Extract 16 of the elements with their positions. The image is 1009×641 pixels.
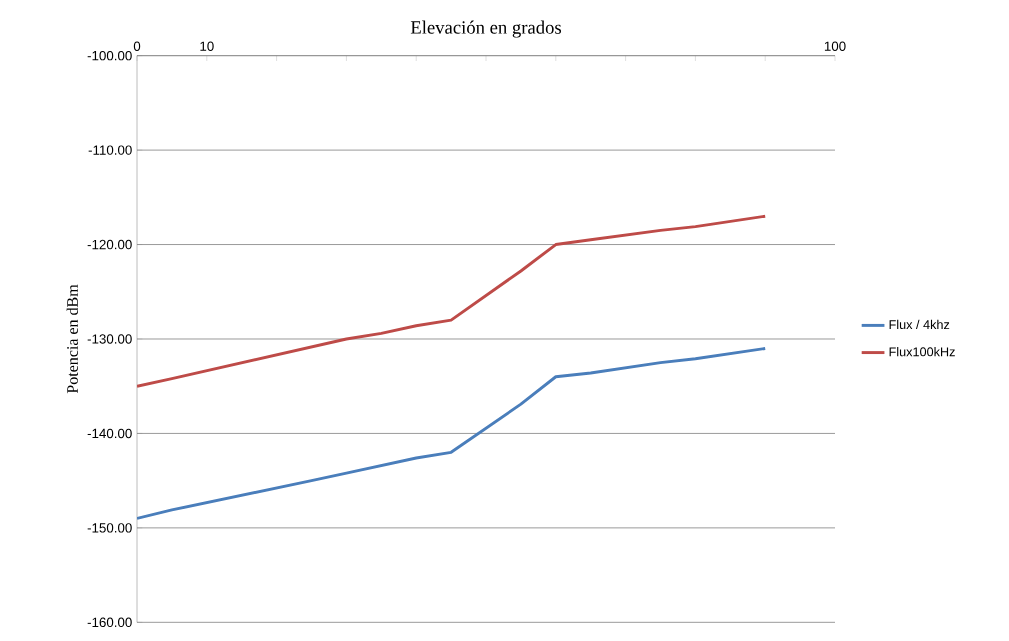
y-tick-label: -120.00 xyxy=(87,239,132,250)
line-series xyxy=(137,346,767,520)
y-tick-label: -160.00 xyxy=(87,617,132,628)
y-axis-title: Potencia en dBm xyxy=(66,284,78,394)
y-tick-label: -140.00 xyxy=(87,428,132,439)
y-tick-label: -150.00 xyxy=(87,523,132,533)
legend-label: Flux100kHz xyxy=(889,346,955,357)
y-tick-label: -130.00 xyxy=(87,334,132,344)
legend-label: Flux / 4khz xyxy=(889,319,950,330)
x-tick-label: 0 xyxy=(133,41,141,51)
x-tick-label: 10 xyxy=(200,41,214,51)
line-series xyxy=(137,214,767,388)
y-tick-label: -100.00 xyxy=(87,50,132,61)
chart-title: Elevación en grados xyxy=(410,20,562,38)
y-tick-label: -110.00 xyxy=(88,145,132,155)
x-tick-label: 100 xyxy=(824,41,846,51)
